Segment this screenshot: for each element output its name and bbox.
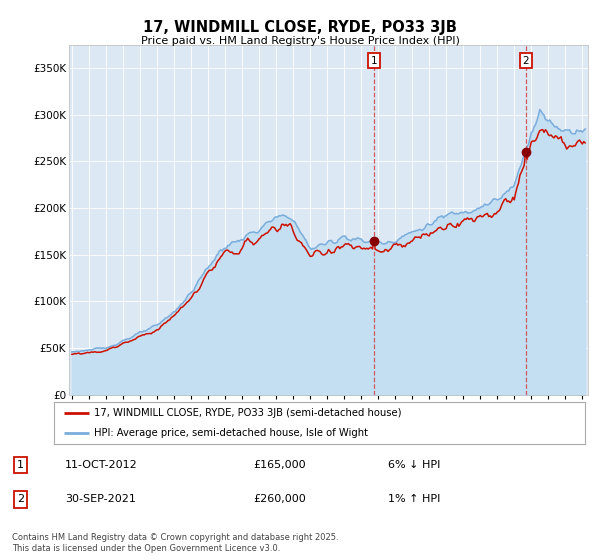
Text: 1: 1	[371, 55, 377, 66]
Text: Contains HM Land Registry data © Crown copyright and database right 2025.
This d: Contains HM Land Registry data © Crown c…	[12, 533, 338, 553]
Text: 2: 2	[522, 55, 529, 66]
Text: Price paid vs. HM Land Registry's House Price Index (HPI): Price paid vs. HM Land Registry's House …	[140, 36, 460, 46]
Text: 17, WINDMILL CLOSE, RYDE, PO33 3JB (semi-detached house): 17, WINDMILL CLOSE, RYDE, PO33 3JB (semi…	[94, 408, 401, 418]
Text: £260,000: £260,000	[253, 494, 306, 505]
Text: 30-SEP-2021: 30-SEP-2021	[65, 494, 136, 505]
Text: HPI: Average price, semi-detached house, Isle of Wight: HPI: Average price, semi-detached house,…	[94, 428, 368, 438]
Text: £165,000: £165,000	[253, 460, 305, 470]
Text: 2: 2	[17, 494, 24, 505]
Text: 6% ↓ HPI: 6% ↓ HPI	[388, 460, 440, 470]
Text: 17, WINDMILL CLOSE, RYDE, PO33 3JB: 17, WINDMILL CLOSE, RYDE, PO33 3JB	[143, 20, 457, 35]
Text: 1: 1	[17, 460, 24, 470]
Text: 11-OCT-2012: 11-OCT-2012	[65, 460, 137, 470]
Text: 1% ↑ HPI: 1% ↑ HPI	[388, 494, 440, 505]
